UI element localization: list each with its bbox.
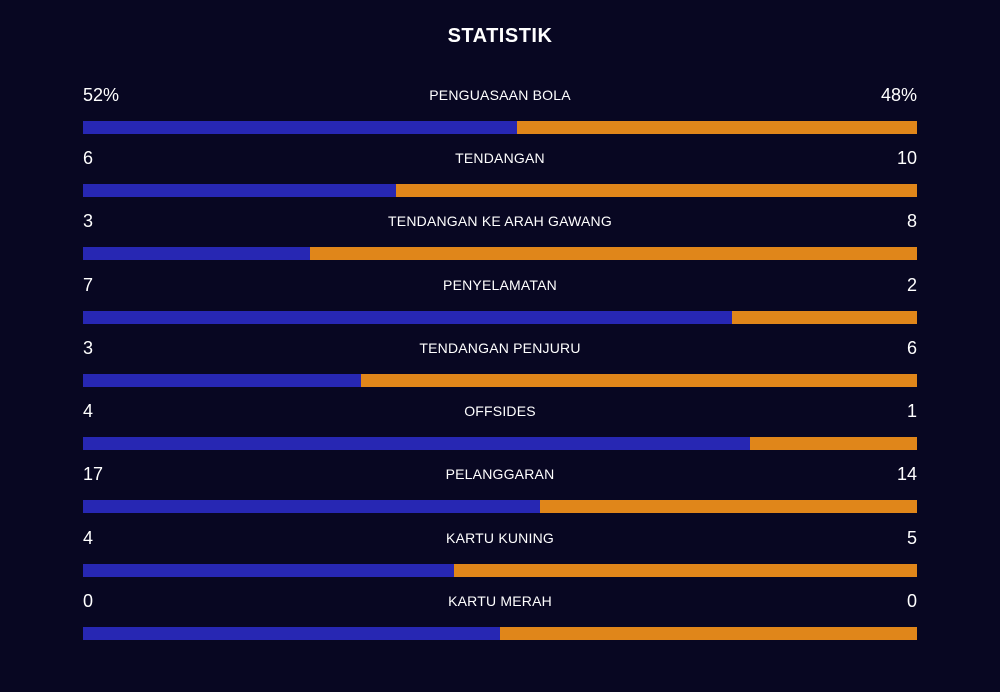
home-value: 0 [83,591,94,611]
away-bar-fill [750,437,917,450]
stat-label: OFFSIDES [464,403,536,419]
stat-row-red-cards: 0 KARTU MERAH 0 [83,590,917,642]
away-bar-fill [310,247,917,260]
home-bar-fill [83,247,311,260]
panel-title: STATISTIK [447,25,553,47]
stat-header: 0 KARTU MERAH 0 [83,590,917,614]
home-bar-fill [83,500,541,513]
home-value: 6 [83,148,94,168]
home-bar-fill [83,437,751,450]
home-bar-fill [83,311,732,324]
stat-row-shots: 6 TENDANGAN 10 [83,147,917,199]
stat-row-shots-on-target: 3 TENDANGAN KE ARAH GAWANG 8 [83,210,917,262]
home-bar-fill [83,564,454,577]
away-bar-fill [731,311,917,324]
stat-header: 7 PENYELAMATAN 2 [83,274,917,298]
comparison-bar [83,247,917,260]
away-value: 10 [896,148,917,168]
stat-label: KARTU KUNING [446,530,554,546]
stat-label: PENYELAMATAN [443,277,557,293]
away-value: 2 [906,275,917,295]
stat-header: 3 TENDANGAN KE ARAH GAWANG 8 [83,210,917,234]
home-value: 4 [83,401,94,421]
stat-header: 6 TENDANGAN 10 [83,147,917,171]
away-value: 0 [906,591,917,611]
stat-header: 4 KARTU KUNING 5 [83,527,917,551]
stat-row-yellow-cards: 4 KARTU KUNING 5 [83,527,917,579]
home-value: 3 [83,211,94,231]
stat-label: TENDANGAN PENJURU [419,340,581,356]
comparison-bar [83,311,917,324]
stat-header: 17 PELANGGARAN 14 [83,463,917,487]
home-bar-fill [83,627,500,640]
home-bar-fill [83,121,517,134]
away-value: 1 [906,401,917,421]
stat-header: 3 TENDANGAN PENJURU 6 [83,337,917,361]
comparison-bar [83,437,917,450]
stat-label: TENDANGAN KE ARAH GAWANG [388,213,612,229]
home-value: 7 [83,275,94,295]
stat-row-saves: 7 PENYELAMATAN 2 [83,274,917,326]
stat-label: KARTU MERAH [448,593,552,609]
away-value: 14 [896,464,917,484]
away-value: 8 [906,211,917,231]
away-bar-fill [540,500,917,513]
home-value: 3 [83,338,94,358]
away-bar-fill [516,121,917,134]
stat-header: 52% PENGUASAAN BOLA 48% [83,84,917,108]
away-value: 6 [906,338,917,358]
home-value: 4 [83,528,94,548]
comparison-bar [83,374,917,387]
comparison-bar [83,627,917,640]
stat-label: PENGUASAAN BOLA [429,87,571,103]
home-bar-fill [83,374,361,387]
comparison-bar [83,500,917,513]
stat-row-fouls: 17 PELANGGARAN 14 [83,463,917,515]
stat-row-corners: 3 TENDANGAN PENJURU 6 [83,337,917,389]
away-bar-fill [453,564,917,577]
stat-row-possession: 52% PENGUASAAN BOLA 48% [83,84,917,136]
away-value: 48% [880,85,917,105]
home-value: 17 [83,464,104,484]
home-value: 52% [83,85,120,105]
comparison-bar [83,184,917,197]
comparison-bar [83,121,917,134]
stat-label: PELANGGARAN [445,466,555,482]
away-bar-fill [500,627,917,640]
stat-header: 4 OFFSIDES 1 [83,400,917,424]
comparison-bar [83,564,917,577]
away-bar-fill [395,184,917,197]
away-value: 5 [906,528,917,548]
home-bar-fill [83,184,396,197]
stat-row-offsides: 4 OFFSIDES 1 [83,400,917,452]
stat-label: TENDANGAN [455,150,545,166]
away-bar-fill [360,374,917,387]
